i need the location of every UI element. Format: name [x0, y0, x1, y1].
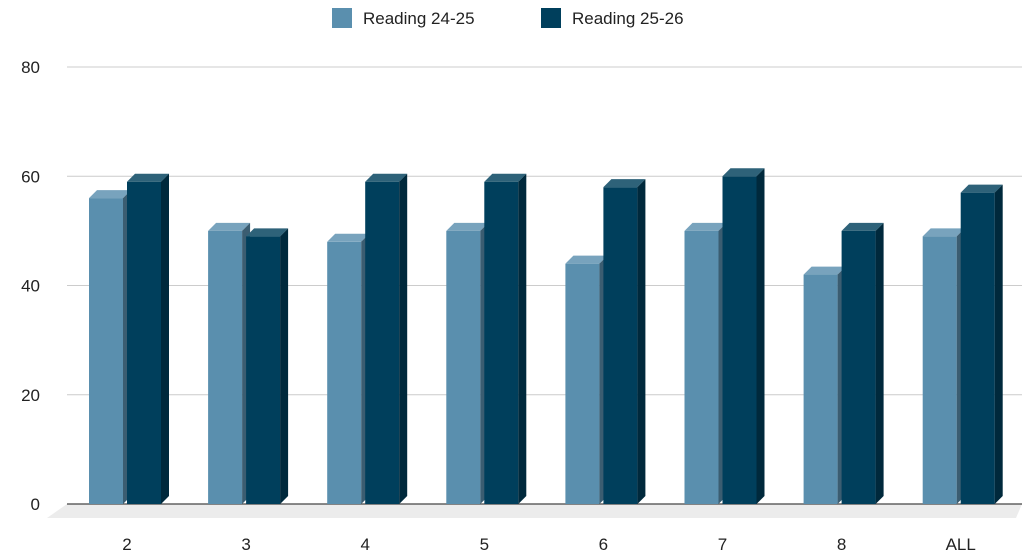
bar-front	[684, 230, 719, 504]
bar-top	[484, 173, 527, 182]
bar-top	[327, 233, 370, 242]
bar-side	[637, 179, 646, 505]
bar-side	[756, 168, 765, 504]
bar-top	[960, 184, 1003, 193]
bar-top	[922, 228, 965, 237]
bar-front	[484, 181, 519, 504]
bars	[89, 168, 1003, 505]
chart-floor	[47, 504, 1022, 518]
legend-label: Reading 25-26	[572, 9, 684, 28]
bar-front	[922, 236, 957, 504]
bar	[960, 184, 1003, 504]
bar-front	[722, 176, 757, 504]
bar-front	[446, 230, 481, 504]
bar	[484, 173, 527, 504]
legend-item: Reading 24-25	[332, 8, 475, 28]
legend-swatch	[332, 8, 352, 28]
bar-top	[246, 228, 289, 237]
bar-side	[161, 173, 169, 504]
bar-front	[565, 263, 600, 504]
x-tick-label: 3	[241, 535, 250, 554]
bar	[246, 228, 289, 504]
bar-side	[875, 222, 884, 504]
bar-front	[365, 181, 400, 504]
y-tick-label: 40	[21, 277, 40, 296]
x-axis-ticks: 2 3 4 5 6 7 8 ALL	[122, 535, 976, 554]
bar-front	[803, 274, 838, 504]
bar	[922, 228, 965, 504]
bar-top	[565, 255, 608, 264]
bar	[722, 168, 765, 504]
bar	[565, 255, 608, 504]
y-tick-label: 60	[21, 167, 40, 186]
bar-front	[603, 187, 638, 505]
legend-swatch	[541, 8, 561, 28]
x-tick-label: ALL	[946, 535, 976, 554]
bar-top	[722, 168, 765, 177]
bar	[127, 173, 169, 504]
bar	[327, 233, 370, 505]
y-axis-ticks: 0 20 40 60 80	[21, 58, 40, 514]
y-tick-label: 80	[21, 58, 40, 77]
bar-side	[280, 228, 289, 504]
bar-top	[841, 222, 884, 231]
bar-front	[246, 236, 281, 504]
bar	[365, 173, 408, 504]
bar	[208, 222, 251, 504]
bar-top	[208, 222, 251, 231]
x-tick-label: 7	[718, 535, 727, 554]
bar-side	[518, 173, 527, 504]
bar-side	[399, 173, 408, 504]
y-tick-label: 0	[31, 495, 40, 514]
legend: Reading 24-25 Reading 25-26	[332, 8, 684, 28]
bar-top	[446, 222, 489, 231]
bar-front	[208, 230, 243, 504]
bar	[446, 222, 489, 504]
legend-item: Reading 25-26	[541, 8, 684, 28]
bar-front	[841, 230, 876, 504]
bar-front	[960, 192, 995, 504]
bar-front	[89, 198, 123, 504]
y-tick-label: 20	[21, 386, 40, 405]
x-tick-label: 4	[360, 535, 369, 554]
bar	[603, 179, 646, 505]
legend-label: Reading 24-25	[363, 9, 475, 28]
bar-top	[803, 266, 846, 275]
bar-top	[127, 173, 169, 182]
bar-front	[327, 241, 362, 505]
x-tick-label: 5	[480, 535, 489, 554]
bar	[89, 190, 131, 504]
x-tick-label: 2	[122, 535, 131, 554]
bar-top	[89, 190, 131, 199]
bar	[803, 266, 846, 504]
bar-top	[365, 173, 408, 182]
bar-side	[994, 184, 1003, 504]
bar	[841, 222, 884, 504]
bar-top	[684, 222, 727, 231]
bar-front	[127, 181, 161, 504]
bar-top	[603, 179, 646, 188]
x-tick-label: 6	[599, 535, 608, 554]
bar	[684, 222, 727, 504]
floor-plane	[47, 504, 1022, 518]
x-tick-label: 8	[837, 535, 846, 554]
